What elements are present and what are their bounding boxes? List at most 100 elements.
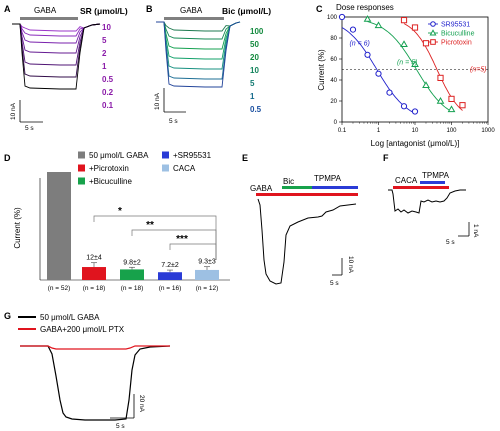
bar	[195, 269, 219, 280]
panel-a-letter: A	[4, 4, 11, 14]
data-point	[400, 17, 408, 24]
bar	[158, 272, 182, 280]
bic-trace	[156, 21, 241, 88]
panel-e: E GABA Bic TPMPA 10 nA 5 s	[242, 153, 358, 287]
data-point	[364, 51, 371, 58]
legend-swatch	[162, 151, 169, 159]
ptx-trace	[20, 345, 170, 350]
significance-marker: *	[118, 206, 122, 217]
sr-current-traces	[12, 23, 101, 90]
bar-legend: 50 μmol/L GABA +SR95531 +Picrotoxin CACA +Bi…	[78, 151, 212, 186]
sr-concentration-label: 0.1	[102, 101, 114, 110]
gaba-application-bar	[256, 193, 358, 196]
legend-label: CACA	[173, 164, 196, 173]
legend-label: Picrotoxin	[441, 40, 472, 47]
tpmpa-application-bar	[420, 181, 445, 184]
x-axis-label: Log [antagonist (μmol/L)]	[371, 139, 460, 148]
sr-trace	[12, 23, 101, 37]
x-tick-label: 0.1	[338, 128, 347, 134]
legend-swatch	[78, 164, 85, 172]
data-point	[411, 24, 419, 31]
significance-bracket	[131, 229, 217, 260]
n-label: (n = 5)	[397, 59, 417, 66]
panel-d-letter: D	[4, 153, 11, 163]
bar	[82, 267, 106, 280]
sr-concentration-label: 0.2	[102, 88, 114, 97]
x-tick-label: 100	[446, 128, 457, 134]
legend-marker	[430, 21, 436, 27]
panel-b: B GABA Bic (μmol/L) 100 50 20 10 5 1 0.5 10 nA…	[146, 4, 271, 125]
panel-e-letter: E	[242, 153, 248, 163]
scale-x-label: 5 s	[116, 423, 125, 430]
legend-label: Bicuculline	[441, 31, 475, 38]
scale-y-label: 1 nA	[472, 224, 479, 238]
n-label: (n = 16)	[159, 285, 182, 292]
data-point	[349, 26, 357, 33]
data-point	[447, 105, 456, 113]
data-point	[411, 108, 419, 115]
legend-swatch	[162, 164, 169, 172]
tpmpa-application-bar	[312, 186, 358, 189]
significance-bracket	[169, 243, 217, 260]
axes-ticks: 0.1 1 10 100 1000 0 20 40 60 80 100	[327, 15, 495, 134]
scale-y-label: 10 nA	[10, 102, 17, 120]
sr-trace	[12, 23, 101, 66]
sr-trace	[12, 23, 101, 90]
x-tick-label: 1000	[481, 128, 495, 134]
data-point	[422, 40, 430, 47]
data-point	[374, 21, 383, 29]
legend-label-ptx: GABA+200 μmol/L PTX	[40, 325, 125, 334]
y-tick-label: 20	[330, 99, 337, 105]
bic-trace	[156, 21, 241, 32]
bic-concentration-label: 100	[250, 27, 264, 36]
scale-x-label: 5 s	[446, 239, 455, 246]
legend-label: 50 μmol/L GABA	[89, 151, 149, 160]
data-point	[386, 89, 393, 96]
tpmpa-label: TPMPA	[422, 171, 450, 180]
gaba-application-bar	[20, 17, 78, 20]
y-axis-label: Current (%)	[13, 207, 22, 249]
bic-concentration-label: 5	[250, 79, 255, 88]
significance-marker: **	[146, 220, 154, 231]
y-tick-label: 40	[330, 78, 337, 84]
y-axis-label: Current (%)	[317, 49, 326, 91]
data-point	[400, 103, 408, 110]
bic-concentration-label: 10	[250, 66, 259, 75]
bar	[47, 172, 71, 280]
panel-f: F CACA TPMPA 1 nA 5 s	[383, 153, 479, 246]
panel-b-letter: B	[146, 4, 153, 14]
gaba-bar-label: GABA	[34, 6, 57, 15]
data-point	[411, 60, 419, 67]
scale-x-label: 5 s	[330, 280, 339, 287]
data-point	[448, 95, 455, 103]
bic-concentration-label: 1	[250, 92, 255, 101]
current-trace	[257, 198, 357, 285]
gaba-label: GABA	[250, 184, 273, 193]
sr-concentration-label: 10	[102, 23, 111, 32]
gaba-trace	[20, 345, 171, 421]
bic-application-bar	[282, 186, 312, 189]
data-point	[459, 102, 466, 109]
sr-concentration-labels: 10 5 2 1 0.5 0.2 0.1	[102, 23, 114, 110]
panel-d: D Current (%) 50 μmol/L GABA +SR95531 +Pic…	[4, 151, 230, 292]
n-label: (n = 12)	[196, 285, 219, 292]
n-label: (n = 52)	[48, 285, 71, 292]
legend-label-gaba: 50 μmol/L GABA	[40, 313, 100, 322]
bic-legend-title: Bic (μmol/L)	[222, 6, 271, 16]
gaba-application-bar	[164, 17, 224, 20]
sr-concentration-label: 5	[102, 36, 107, 45]
y-tick-label: 100	[327, 15, 338, 21]
bic-current-traces	[156, 21, 241, 88]
legend-label: SR95531	[441, 22, 470, 29]
data-point	[437, 74, 444, 82]
n-label: (n=5)	[470, 67, 487, 74]
value-label: 9.8±2	[123, 259, 141, 266]
current-trace	[388, 189, 466, 214]
y-tick-label: 80	[330, 36, 337, 42]
fit-curve-bicuculline	[367, 21, 452, 112]
legend-marker	[430, 39, 436, 45]
data-point	[338, 13, 346, 21]
scale-y-label: 10 nA	[154, 92, 161, 110]
